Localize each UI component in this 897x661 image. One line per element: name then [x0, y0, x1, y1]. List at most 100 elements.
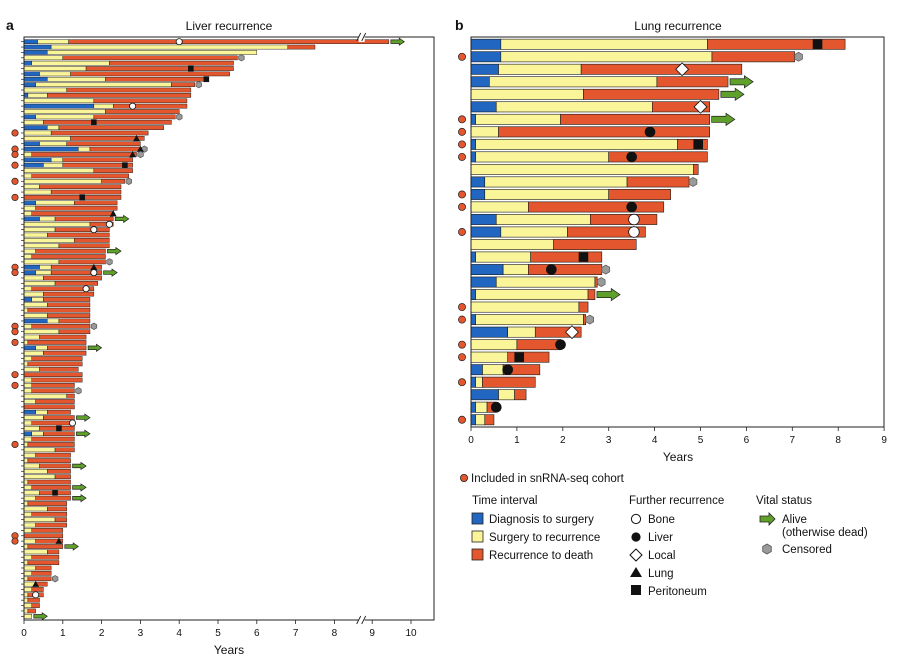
bar-surgery-segment — [23, 506, 48, 512]
legend-alive-label: Alive — [782, 514, 807, 526]
bar-recurrence-segment — [31, 436, 75, 442]
bar-surgery-segment — [39, 216, 56, 222]
bar-surgery-segment — [23, 307, 29, 313]
bar-surgery-segment — [78, 146, 91, 152]
lung-marker-icon — [133, 134, 140, 142]
bar-surgery-segment — [23, 168, 95, 173]
bar-surgery-segment — [23, 281, 56, 286]
bar-surgery-segment — [502, 264, 529, 275]
bar-recurrence-segment — [43, 431, 75, 437]
bar-recurrence-segment — [507, 351, 550, 363]
bar-surgery-segment — [23, 452, 36, 458]
censored-icon — [52, 575, 59, 583]
bar-diagnosis-segment — [470, 138, 476, 150]
panel-a-x-axis: 0 1 2 3 4 5 6 7 8 9 10 — [21, 620, 417, 639]
bar-surgery-segment — [23, 442, 29, 447]
alive-arrow-icon — [107, 246, 122, 256]
bar-recurrence-segment — [27, 442, 75, 447]
bar-surgery-segment — [23, 243, 60, 249]
liver-marker-icon — [644, 126, 656, 138]
panel-b-bars — [458, 38, 846, 426]
bar-surgery-segment — [23, 393, 67, 399]
legend-surgery-label: Surgery to recurrence — [489, 532, 600, 544]
bar-recurrence-segment — [47, 409, 71, 415]
bar-recurrence-segment — [47, 506, 67, 512]
bar-surgery-segment — [23, 87, 67, 93]
bar-diagnosis-segment — [470, 189, 486, 200]
bar-diagnosis-segment — [23, 409, 36, 415]
peritoneum-marker-icon — [79, 194, 85, 201]
included-dot-icon — [459, 473, 468, 482]
censored-icon — [90, 322, 98, 330]
legend-alive-note: (otherwise dead) — [782, 527, 868, 539]
included-dot-icon — [11, 177, 19, 185]
censored-icon — [137, 150, 144, 159]
bar-recurrence-segment — [583, 314, 587, 326]
bar-diagnosis-segment — [23, 71, 40, 77]
bar-diagnosis-segment — [470, 264, 504, 275]
bar-surgery-segment — [23, 613, 32, 619]
liver-marker-icon — [502, 364, 514, 375]
bar-surgery-segment — [500, 38, 708, 50]
bar-diagnosis-segment — [470, 251, 476, 263]
bone-marker-icon — [82, 285, 90, 293]
bar-surgery-segment — [500, 51, 713, 63]
included-dot-icon — [458, 203, 466, 211]
bar-recurrence-segment — [58, 125, 164, 130]
panel-b-title: Lung recurrence — [634, 19, 722, 33]
bar-recurrence-segment — [27, 544, 64, 549]
bar-recurrence-segment — [35, 452, 71, 458]
x-tick-label: 5 — [698, 435, 704, 446]
bar-recurrence-segment — [27, 340, 87, 345]
x-tick-label: 7 — [293, 628, 299, 639]
bar-surgery-segment — [23, 383, 32, 388]
bar-recurrence-segment — [31, 485, 71, 490]
panel-a-axis-break — [356, 32, 367, 625]
bar-diagnosis-segment — [23, 216, 40, 222]
x-tick-label: 1 — [60, 628, 66, 639]
bar-diagnosis-segment — [23, 431, 32, 437]
included-dot-icon — [11, 328, 19, 336]
alive-arrow-icon — [64, 542, 79, 551]
bar-recurrence-segment — [484, 414, 495, 426]
bar-recurrence-segment — [47, 232, 110, 238]
bar-surgery-segment — [23, 485, 32, 490]
bar-diagnosis-segment — [23, 114, 36, 120]
bar-recurrence-segment — [530, 251, 603, 263]
bar-surgery-segment — [39, 264, 52, 270]
bar-recurrence-segment — [43, 350, 87, 356]
peritoneum-marker-icon — [56, 425, 62, 432]
bar-surgery-segment — [23, 463, 40, 469]
bar-surgery-segment — [484, 176, 628, 188]
bar-surgery-segment — [23, 313, 48, 318]
bar-recurrence-segment — [287, 44, 316, 50]
bar-diagnosis-segment — [23, 141, 40, 147]
bar-recurrence-segment — [553, 239, 637, 250]
bar-surgery-segment — [23, 238, 75, 243]
bar-recurrence-segment — [35, 248, 106, 254]
panel-b-frame — [470, 36, 885, 428]
alive-arrow-icon — [76, 413, 91, 422]
bar-recurrence-segment — [50, 264, 102, 270]
bar-recurrence-segment — [27, 501, 67, 506]
bar-surgery-segment — [39, 71, 71, 77]
bar-surgery-segment — [47, 76, 106, 82]
bar-recurrence-segment — [74, 238, 110, 243]
panel-a-title: Liver recurrence — [186, 19, 273, 33]
panel-a-x-label: Years — [214, 643, 244, 657]
bar-diagnosis-segment — [23, 297, 32, 302]
bar-diagnosis-segment — [470, 214, 497, 225]
bar-recurrence-segment — [27, 361, 83, 367]
bar-surgery-segment — [495, 276, 596, 288]
bar-recurrence-segment — [54, 447, 75, 453]
bar-surgery-segment — [23, 554, 32, 560]
bar-recurrence-segment — [31, 173, 129, 179]
bar-surgery-segment — [23, 350, 44, 356]
peritoneum-marker-icon — [693, 139, 703, 150]
bar-diagnosis-segment — [23, 103, 95, 109]
legend-lung-label: Lung — [648, 568, 674, 580]
alive-arrow-icon — [711, 112, 736, 127]
bar-diagnosis-segment — [470, 401, 476, 413]
bar-recurrence-segment — [85, 66, 234, 71]
lung-marker-icon — [137, 145, 144, 152]
